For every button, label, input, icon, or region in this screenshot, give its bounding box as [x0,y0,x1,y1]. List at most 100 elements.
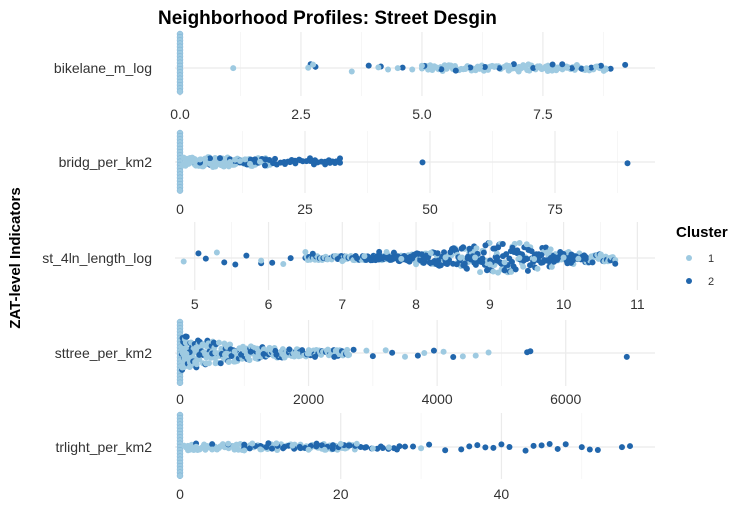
data-point-cluster-2 [612,260,619,267]
data-point-swarm [473,245,480,252]
data-point-cluster-1 [575,255,582,262]
data-point-cluster-1 [560,254,567,261]
data-point-cluster-2 [207,155,213,162]
data-point-cluster-1 [442,254,449,261]
data-point-cluster-2 [238,351,245,358]
data-point-cluster-1 [225,440,232,447]
panel-trlight_per_km2: trlight_per_km2 0 20 40 [56,411,655,502]
data-point-cluster-2 [494,254,501,261]
data-point-cluster-1 [583,65,590,72]
data-point-cluster-1 [394,65,401,72]
x-tick-label: 11 [630,296,645,312]
data-point-cluster-2 [410,443,417,450]
data-point-cluster-2 [273,351,280,358]
data-point-swarm [490,268,497,275]
data-point-cluster-2 [568,65,575,72]
data-point-cluster-2 [434,250,441,257]
data-point-cluster-2 [365,62,372,69]
data-point-cluster-2 [466,443,473,450]
data-point-cluster-2 [530,442,537,449]
data-point-cluster-1 [202,351,209,358]
data-point-cluster-2 [350,346,357,353]
x-tick-label: 9 [486,296,494,312]
data-point-cluster-1 [310,61,317,68]
data-point-swarm [215,339,222,346]
x-tick-label: 5 [191,296,199,312]
data-point-swarm [193,361,200,368]
data-point-cluster-2 [292,157,298,164]
data-point-cluster-1 [257,446,264,453]
data-point-cluster-2 [247,348,254,355]
data-point-cluster-1 [353,440,360,447]
x-tick-label: 0 [176,201,184,217]
data-point-cluster-1 [197,156,203,163]
data-point-cluster-1 [501,259,508,266]
data-point-cluster-1 [459,353,466,360]
data-point-cluster-2 [196,351,203,358]
data-point-cluster-1 [292,350,299,357]
data-point-wall [176,379,184,386]
data-point-cluster-2 [369,353,376,360]
data-point-cluster-1 [305,350,312,357]
data-point-cluster-2 [327,159,333,166]
data-point-swarm [346,351,353,358]
data-point-cluster-2 [221,259,228,266]
data-point-cluster-2 [418,251,425,258]
data-point-cluster-1 [531,256,538,263]
data-point-cluster-1 [254,353,261,360]
panels: bikelane_m_log 0.0 2.5 5.0 7.5 bridg_per_km2 0… [42,30,655,502]
x-tick-label: 6 [265,296,273,312]
data-point-cluster-2 [466,245,473,252]
data-point-cluster-1 [213,249,220,256]
data-point-cluster-1 [222,351,228,358]
data-point-cluster-1 [348,68,355,75]
data-point-cluster-2 [337,155,343,162]
data-point-cluster-2 [441,249,448,256]
data-point-cluster-1 [597,252,604,259]
data-point-cluster-2 [496,65,503,72]
data-point-cluster-1 [302,248,309,255]
data-point-cluster-1 [486,261,493,268]
data-point-cluster-2 [474,442,481,449]
data-point-cluster-2 [523,255,530,262]
data-point-cluster-2 [228,353,235,360]
data-point-cluster-2 [578,65,585,72]
data-point-cluster-2 [331,353,338,360]
data-point-cluster-1 [187,155,193,162]
x-tick-label: 5.0 [412,106,432,122]
data-point-swarm [477,269,484,276]
data-point-cluster-2 [546,441,553,448]
data-point-cluster-2 [479,255,486,262]
data-point-cluster-1 [593,63,600,70]
data-point-cluster-2 [503,251,510,258]
y-axis-label: ZAT-level Indicators [7,187,24,328]
x-tick-label: 0 [176,486,184,502]
data-point-cluster-2 [567,259,574,266]
data-point-cluster-2 [442,447,449,454]
x-tick-label: 6000 [550,391,581,407]
data-point-cluster-2 [438,66,445,73]
category-label: bridg_per_km2 [59,154,153,170]
data-point-cluster-2 [508,258,515,265]
panel-sttree_per_km2: sttree_per_km2 0 2000 4000 6000 [55,318,655,407]
data-point-cluster-1 [231,348,238,355]
data-point-swarm [183,333,190,340]
data-point-cluster-2 [452,67,459,74]
data-point-cluster-1 [457,254,464,261]
data-point-cluster-2 [414,352,421,359]
data-point-cluster-2 [312,157,318,164]
data-point-cluster-1 [324,346,331,353]
data-point-cluster-1 [447,63,454,70]
panel-bikelane_m_log: bikelane_m_log 0.0 2.5 5.0 7.5 [54,30,655,122]
data-point-cluster-1 [192,158,198,165]
x-tick-label: 8 [412,296,420,312]
data-point-cluster-1 [544,68,551,75]
data-point-cluster-1 [382,347,389,354]
data-point-cluster-2 [464,255,471,262]
data-point-cluster-2 [554,445,561,452]
data-point-cluster-1 [535,64,542,71]
data-point-cluster-1 [180,258,187,265]
x-tick-label: 25 [297,201,313,217]
data-point-cluster-2 [252,156,258,163]
